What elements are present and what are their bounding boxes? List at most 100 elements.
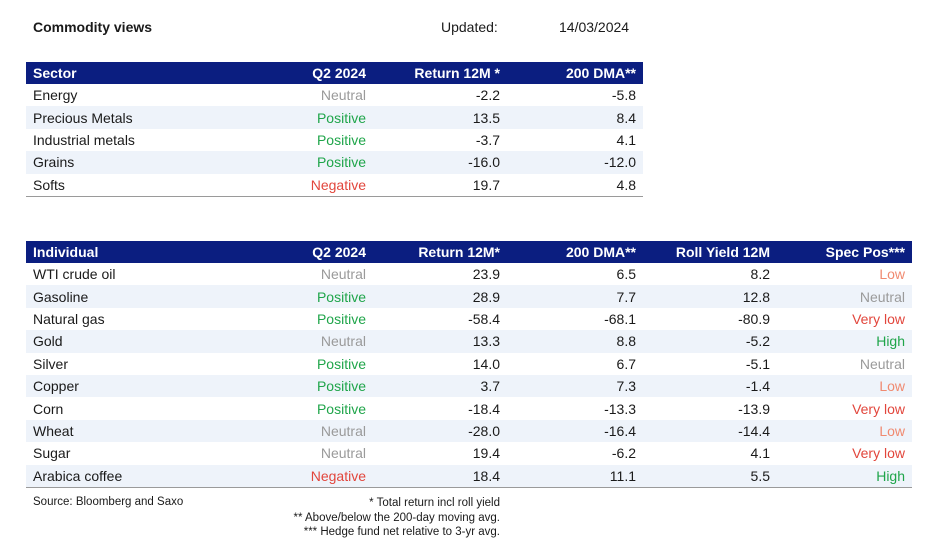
return-12m: 13.5 [373,106,507,129]
q2-view: Neutral [320,87,366,104]
table-row: Industrial metals Positive -3.7 4.1 [26,129,643,151]
spec-pos: High [777,330,912,353]
commodity-name: Natural gas [33,310,105,327]
q2-view: Positive [316,355,366,372]
commodity-name: Wheat [26,419,196,443]
dma-200: 8.8 [507,330,643,353]
roll-yield-12m: -5.1 [745,355,770,372]
spec-pos: Low [879,266,905,283]
return-12m: 18.4 [373,464,507,488]
roll-yield-12m: 4.1 [750,445,770,462]
return-12m: -58.4 [468,310,500,327]
dma-200: -13.3 [604,400,636,417]
q2-view: Positive [196,151,373,174]
dma-200: -5.8 [611,87,636,104]
return-12m: -16.0 [373,151,507,174]
roll-yield-12m: -1.4 [643,374,777,398]
footnote: ** Above/below the 200-day moving avg. [293,511,501,524]
spec-pos: Low [777,374,912,398]
return-12m: 13.3 [373,330,507,353]
footnotes: * Total return incl roll yield ** Above/… [240,496,501,540]
q2-view: Positive [316,131,366,148]
table-row: Arabica coffee Negative 18.4 11.1 5.5 High [26,464,912,488]
return-12m: 14.0 [472,355,500,372]
col-header-spec-pos: Spec Pos*** [777,241,912,263]
spec-pos: Very low [852,310,905,327]
q2-view: Neutral [196,419,373,443]
sector-name: Industrial metals [33,131,135,148]
return-12m: -28.0 [373,419,507,443]
individual-table: Individual Q2 2024 Return 12M* 200 DMA**… [26,241,912,488]
spec-pos: Neutral [859,355,905,372]
sector-name: Precious Metals [26,106,196,129]
dma-200: -16.4 [507,419,643,443]
col-header-return: Return 12M* [373,241,507,263]
table-row: Grains Positive -16.0 -12.0 [26,151,643,174]
commodity-name: Corn [33,400,64,417]
table-row: Wheat Neutral -28.0 -16.4 -14.4 Low [26,419,912,443]
table-row: WTI crude oil Neutral 23.9 6.5 8.2 Low [26,263,912,285]
dma-200: -68.1 [604,310,636,327]
spec-pos: High [777,464,912,488]
roll-yield-12m: 8.2 [750,266,770,283]
return-12m: -3.7 [475,131,500,148]
dma-200: 8.4 [507,106,643,129]
return-12m: 28.9 [373,285,507,308]
col-header-q2: Q2 2024 [196,62,373,84]
roll-yield-12m: 5.5 [643,464,777,488]
return-12m: -18.4 [468,400,500,417]
commodity-name: WTI crude oil [33,266,116,283]
q2-view: Neutral [196,330,373,353]
table-row: Gasoline Positive 28.9 7.7 12.8 Neutral [26,285,912,308]
table-row: Natural gas Positive -58.4 -68.1 -80.9 Very l… [26,308,912,330]
commodity-name: Silver [33,355,69,372]
sector-name: Softs [26,173,196,197]
dma-200: -6.2 [611,445,636,462]
dma-200: 7.3 [507,374,643,398]
page-title: Commodity views [33,19,153,35]
q2-view: Neutral [320,266,366,283]
table-row: Corn Positive -18.4 -13.3 -13.9 Very low [26,397,912,419]
sector-name: Grains [26,151,196,174]
col-header-q2: Q2 2024 [196,241,373,263]
roll-yield-12m: -80.9 [738,310,770,327]
commodity-name: Gold [26,330,196,353]
return-12m: 23.9 [472,266,500,283]
individual-table-header: Individual Q2 2024 Return 12M* 200 DMA**… [26,241,912,263]
return-12m: -2.2 [475,87,500,104]
dma-200: 6.5 [616,266,636,283]
dma-200: 4.1 [616,131,636,148]
commodity-name: Sugar [33,445,71,462]
table-row: Copper Positive 3.7 7.3 -1.4 Low [26,374,912,398]
q2-view: Positive [316,400,366,417]
dma-200: 4.8 [507,173,643,197]
q2-view: Neutral [320,445,366,462]
updated-label: Updated: [441,19,498,35]
return-12m: 19.7 [373,173,507,197]
roll-yield-12m: -14.4 [643,419,777,443]
commodity-name: Gasoline [26,285,196,308]
table-row: Energy Neutral -2.2 -5.8 [26,84,643,106]
table-row: Gold Neutral 13.3 8.8 -5.2 High [26,330,912,353]
col-header-return: Return 12M * [373,62,507,84]
q2-view: Positive [316,310,366,327]
sector-table: Sector Q2 2024 Return 12M * 200 DMA** En… [26,62,643,197]
table-row: Precious Metals Positive 13.5 8.4 [26,106,643,129]
q2-view: Positive [196,285,373,308]
col-header-dma: 200 DMA** [507,62,643,84]
q2-view: Positive [196,106,373,129]
sector-table-header: Sector Q2 2024 Return 12M * 200 DMA** [26,62,643,84]
spec-pos: Very low [852,445,905,462]
col-header-roll-yield: Roll Yield 12M [643,241,777,263]
q2-view: Negative [196,173,373,197]
commodity-name: Arabica coffee [26,464,196,488]
col-header-individual: Individual [26,241,196,263]
sector-name: Energy [33,87,78,104]
commodity-name: Copper [26,374,196,398]
source-note: Source: Bloomberg and Saxo [33,496,184,508]
q2-view: Positive [196,374,373,398]
q2-view: Negative [196,464,373,488]
dma-200: 6.7 [616,355,636,372]
footnote: * Total return incl roll yield [369,497,500,509]
updated-date: 14/03/2024 [559,19,630,35]
